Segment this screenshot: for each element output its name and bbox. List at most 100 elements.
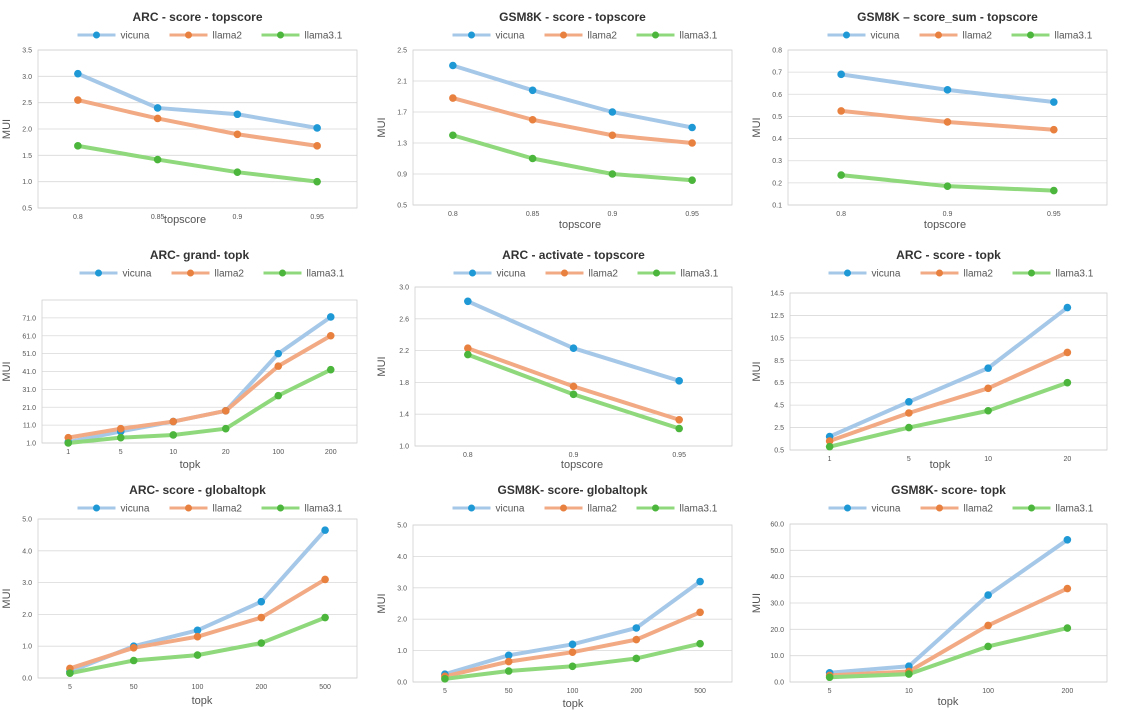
- data-point-llama2: [905, 409, 913, 417]
- legend-label-llama31: llama3.1: [305, 504, 343, 515]
- data-point-llama2: [221, 407, 230, 415]
- y-tick-label: 1.0: [22, 644, 32, 651]
- data-point-llama2: [153, 114, 162, 123]
- y-tick-label: 3.0: [397, 585, 407, 592]
- x-axis-label: topscore: [164, 214, 206, 226]
- x-tick-label: 1: [828, 456, 832, 463]
- data-point-llama2: [169, 417, 178, 426]
- y-tick-label: 1.0: [22, 179, 32, 186]
- chart-svg: GSM8K- score- topk vicuna llama2 llama3.1 0.…: [751, 483, 1108, 708]
- legend-label-vicuna: vicuna: [872, 504, 901, 515]
- y-tick-label: 31.0: [22, 387, 36, 394]
- x-axis-label: topk: [563, 698, 584, 710]
- data-point-llama2: [116, 424, 125, 433]
- x-tick-label: 0.9: [608, 211, 618, 218]
- data-point-vicuna: [193, 626, 202, 635]
- legend-label-llama31: llama3.1: [681, 269, 719, 280]
- data-point-llama31: [632, 654, 641, 663]
- y-tick-label: 3.0: [399, 285, 409, 292]
- x-tick-label: 10: [984, 456, 992, 463]
- chart-panel: ARC- score - globaltopk vicuna llama2 llama…: [0, 478, 375, 710]
- data-point-llama31: [675, 424, 683, 433]
- data-point-llama2: [528, 115, 537, 124]
- legend-label-llama2: llama2: [588, 504, 618, 515]
- data-point-llama31: [193, 651, 202, 659]
- y-tick-label: 40.0: [770, 574, 784, 581]
- x-tick-label: 100: [272, 449, 284, 456]
- data-point-llama2: [569, 382, 578, 391]
- y-tick-label: 1.5: [22, 153, 32, 160]
- chart-title: ARC - score - topk: [896, 248, 1001, 262]
- legend-marker-llama31: [277, 504, 284, 512]
- legend-marker-llama31: [1027, 31, 1034, 39]
- data-point-llama31: [274, 391, 283, 400]
- y-tick-label: 4.0: [22, 548, 32, 555]
- y-tick-label: 0.5: [772, 114, 782, 121]
- y-tick-label: 0.1: [772, 203, 782, 210]
- plot-area: [41, 299, 358, 444]
- legend-marker-vicuna: [844, 504, 851, 512]
- series-line-llama2: [827, 586, 1070, 678]
- y-tick-label: 30.0: [770, 601, 784, 608]
- chart-title: ARC- score - globaltopk: [129, 483, 266, 497]
- x-tick-label: 0.85: [526, 211, 540, 218]
- chart-title: GSM8K- score- topk: [891, 483, 1006, 497]
- legend-marker-llama2: [187, 269, 194, 277]
- y-tick-label: 0.9: [397, 172, 407, 179]
- series-line-vicuna: [827, 537, 1070, 675]
- legend-label-llama31: llama3.1: [1056, 269, 1094, 280]
- x-axis-label: topk: [180, 459, 201, 471]
- legend-label-llama31: llama3.1: [680, 504, 718, 515]
- chart-svg: GSM8K – score_sum - topscore vicuna llama2…: [751, 10, 1108, 230]
- series-line-vicuna: [75, 71, 320, 130]
- y-tick-label: 2.2: [399, 348, 409, 355]
- y-tick-label: 2.5: [22, 100, 32, 107]
- plot-area: [412, 49, 733, 206]
- data-point-llama31: [984, 642, 992, 651]
- x-axis-label: topscore: [559, 219, 601, 230]
- chart-title: GSM8K- score- globaltopk: [497, 483, 647, 497]
- legend-label-llama2: llama2: [964, 269, 994, 280]
- y-axis-label: MUI: [376, 356, 388, 376]
- chart-panel: ARC - activate - topscore vicuna llama2 lla…: [375, 243, 750, 473]
- legend: vicuna llama2 llama3.1: [828, 504, 1094, 515]
- series-line-llama2: [827, 350, 1070, 444]
- chart-svg: ARC- grand- topk vicuna llama2 llama3.1 1.0 1…: [1, 248, 358, 471]
- legend: vicuna llama2 llama3.1: [77, 504, 343, 515]
- data-point-llama2: [675, 415, 683, 424]
- series-line-llama31: [67, 615, 328, 676]
- plot-area: [787, 49, 1108, 206]
- data-point-vicuna: [943, 86, 952, 94]
- legend-label-vicuna: vicuna: [871, 31, 900, 42]
- y-tick-label: 41.0: [22, 369, 36, 376]
- legend-marker-llama2: [936, 504, 943, 512]
- legend-label-vicuna: vicuna: [121, 31, 150, 42]
- chart-svg: ARC - activate - topscore vicuna llama2 lla…: [376, 248, 733, 471]
- y-axis-label: MUI: [751, 593, 763, 613]
- legend-marker-vicuna: [844, 269, 851, 277]
- y-tick-label: 2.6: [399, 316, 409, 323]
- legend-marker-llama31: [652, 504, 659, 512]
- y-tick-label: 0.5: [774, 448, 784, 455]
- data-point-vicuna: [74, 69, 82, 78]
- y-tick-label: 1.7: [397, 110, 407, 117]
- legend: vicuna llama2 llama3.1: [79, 269, 345, 280]
- data-point-llama31: [905, 423, 913, 432]
- y-tick-label: 2.5: [774, 425, 784, 432]
- legend-marker-llama2: [560, 31, 567, 39]
- chart-svg: ARC - score - topscore vicuna llama2 llama3…: [1, 10, 358, 226]
- data-point-vicuna: [528, 86, 537, 95]
- legend-marker-llama2: [560, 504, 567, 512]
- data-point-llama31: [66, 669, 74, 678]
- data-point-vicuna: [153, 104, 162, 112]
- legend-label-llama2: llama2: [589, 269, 619, 280]
- y-tick-label: 20.0: [770, 627, 784, 634]
- legend-marker-llama31: [279, 269, 286, 277]
- x-tick-label: 200: [325, 449, 337, 456]
- data-point-llama2: [274, 362, 283, 370]
- y-tick-label: 0.5: [22, 206, 32, 213]
- data-point-vicuna: [984, 591, 992, 599]
- y-tick-label: 0.8: [772, 48, 782, 55]
- data-point-vicuna: [675, 377, 683, 385]
